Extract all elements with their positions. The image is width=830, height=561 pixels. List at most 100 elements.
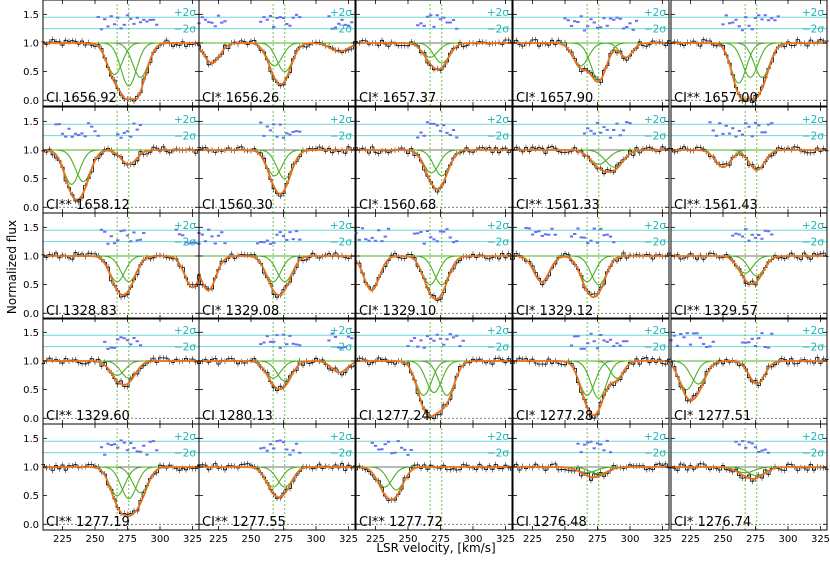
x-tick-label: 225 xyxy=(53,534,72,545)
panel: 0.0 0.5 1.0 1.5 +2σ −2σ CI** 1658.12 xyxy=(23,106,201,214)
total-fit-profile xyxy=(199,149,355,195)
x-axis-title: LSR velocity, [km/s] xyxy=(376,541,495,555)
total-fit-profile xyxy=(43,255,200,296)
total-fit-profile xyxy=(198,255,355,296)
total-fit-profile xyxy=(513,255,669,298)
y-tick-label: 1.0 xyxy=(23,251,39,262)
sigma-minus-label: −2σ xyxy=(487,448,509,460)
panel: +2σ −2σ CI* 1277.51 xyxy=(669,317,829,425)
residuals xyxy=(259,121,302,139)
y-tick-label: 0.5 xyxy=(23,491,39,502)
panel-label: CI** 1561.43 xyxy=(674,198,758,213)
sigma-plus-label: +2σ xyxy=(802,114,824,126)
total-fit-profile xyxy=(43,360,199,386)
residuals xyxy=(96,14,159,31)
x-tick-label: 325 xyxy=(183,534,202,545)
sigma-plus-label: +2σ xyxy=(802,325,824,337)
sigma-plus-label: +2σ xyxy=(487,220,509,232)
sigma-plus-label: +2σ xyxy=(802,220,824,232)
x-tick-label: 250 xyxy=(85,534,104,545)
sigma-minus-label: −2σ xyxy=(802,237,824,249)
total-fit-profile xyxy=(513,466,669,479)
panel: 225 250 275 300 325 +2σ −2σ CI* 1276.74 xyxy=(669,423,830,545)
sigma-plus-label: +2σ xyxy=(330,325,352,337)
component-profile xyxy=(671,255,827,274)
x-tick-label: 275 xyxy=(118,534,137,545)
panel: 225 250 275 300 325 +2σ −2σ CI** 1277.55 xyxy=(197,423,358,545)
sigma-plus-label: +2σ xyxy=(802,7,824,19)
y-tick-label: 1.5 xyxy=(23,10,39,21)
residuals xyxy=(99,228,201,245)
panel: +2σ −2σ CI* 1329.08 xyxy=(197,212,357,320)
sigma-minus-label: −2σ xyxy=(174,448,196,460)
panel-frame xyxy=(198,423,356,531)
sigma-minus-label: −2σ xyxy=(802,24,824,36)
component-profile xyxy=(43,466,199,494)
panel-label: CI 1560.30 xyxy=(202,198,273,213)
component-profile xyxy=(356,255,512,286)
x-tick-label: 225 xyxy=(681,534,700,545)
y-tick-label: 0.0 xyxy=(23,96,39,107)
y-tick-label: 1.5 xyxy=(23,328,39,339)
sigma-plus-label: +2σ xyxy=(644,220,666,232)
panel: +2σ −2σ CI** 1561.43 xyxy=(669,106,829,214)
sigma-minus-label: −2σ xyxy=(644,24,666,36)
x-tick-label: 275 xyxy=(588,534,607,545)
y-tick-label: 0.5 xyxy=(23,174,39,185)
component-profile xyxy=(513,42,669,58)
x-tick-label: 275 xyxy=(746,534,765,545)
sigma-plus-label: +2σ xyxy=(174,7,196,19)
x-tick-label: 325 xyxy=(653,534,672,545)
panel-label: CI** 1277.72 xyxy=(359,515,443,530)
panel: +2σ −2σ CI* 1657.37 xyxy=(354,0,514,107)
sigma-minus-label: −2σ xyxy=(174,342,196,354)
panel-label: CI** 1329.57 xyxy=(674,304,758,319)
component-profile xyxy=(671,360,827,385)
panel: 225 250 275 300 325 +2σ −2σ CI** 1277.72 xyxy=(354,423,515,545)
panel-label: CI* 1656.26 xyxy=(202,91,279,106)
observed-spectrum xyxy=(354,357,514,419)
sigma-plus-label: +2σ xyxy=(330,220,352,232)
panel-frame xyxy=(512,0,670,107)
component-profile xyxy=(199,149,355,177)
panel-frame xyxy=(670,0,828,107)
total-fit-profile xyxy=(356,42,512,71)
panel: +2σ −2σ CI* 1329.10 xyxy=(354,212,514,320)
residuals xyxy=(563,15,639,32)
panel-label: CI 1656.92 xyxy=(46,91,117,106)
component-profile xyxy=(671,255,827,277)
panel-frame xyxy=(512,423,670,531)
sigma-plus-label: +2σ xyxy=(487,325,509,337)
panel: +2σ −2σ CI* 1277.28 xyxy=(511,317,671,425)
panel: 225 250 275 300 325 +2σ −2σ CI 1276.48 xyxy=(511,423,672,545)
y-tick-label: 0.5 xyxy=(23,67,39,78)
residuals xyxy=(569,332,629,350)
panel-label: CI* 1276.74 xyxy=(674,515,751,530)
panel: +2σ −2σ CI** 1561.33 xyxy=(511,106,671,214)
panel-label: CI 1280.13 xyxy=(202,409,273,424)
panel-frame xyxy=(198,212,356,320)
panel-frame xyxy=(512,212,670,320)
observed-spectrum xyxy=(41,39,201,102)
panel-frame xyxy=(355,212,513,320)
sigma-minus-label: −2σ xyxy=(174,24,196,36)
sigma-minus-label: −2σ xyxy=(174,237,196,249)
total-fit-profile xyxy=(513,149,669,173)
panel-label: CI* 1277.51 xyxy=(674,409,751,424)
panel-label: CI* 1277.28 xyxy=(516,409,593,424)
y-tick-label: 1.0 xyxy=(23,462,39,473)
component-profile xyxy=(356,360,512,396)
sigma-minus-label: −2σ xyxy=(644,131,666,143)
panel-label: CI* 1560.68 xyxy=(359,198,436,213)
panel-frame xyxy=(670,423,828,531)
total-fit-profile xyxy=(671,255,827,286)
y-tick-label: 0.0 xyxy=(23,309,39,320)
y-tick-label: 1.0 xyxy=(23,145,39,156)
panel: +2σ −2σ CI** 1657.00 xyxy=(669,0,829,107)
sigma-minus-label: −2σ xyxy=(802,448,824,460)
panel: 0.0 0.5 1.0 1.5 +2σ −2σ CI 1656.92 xyxy=(23,0,201,107)
residuals xyxy=(54,122,143,139)
panel-label: CI** 1277.55 xyxy=(202,515,286,530)
total-fit-profile xyxy=(670,360,827,402)
